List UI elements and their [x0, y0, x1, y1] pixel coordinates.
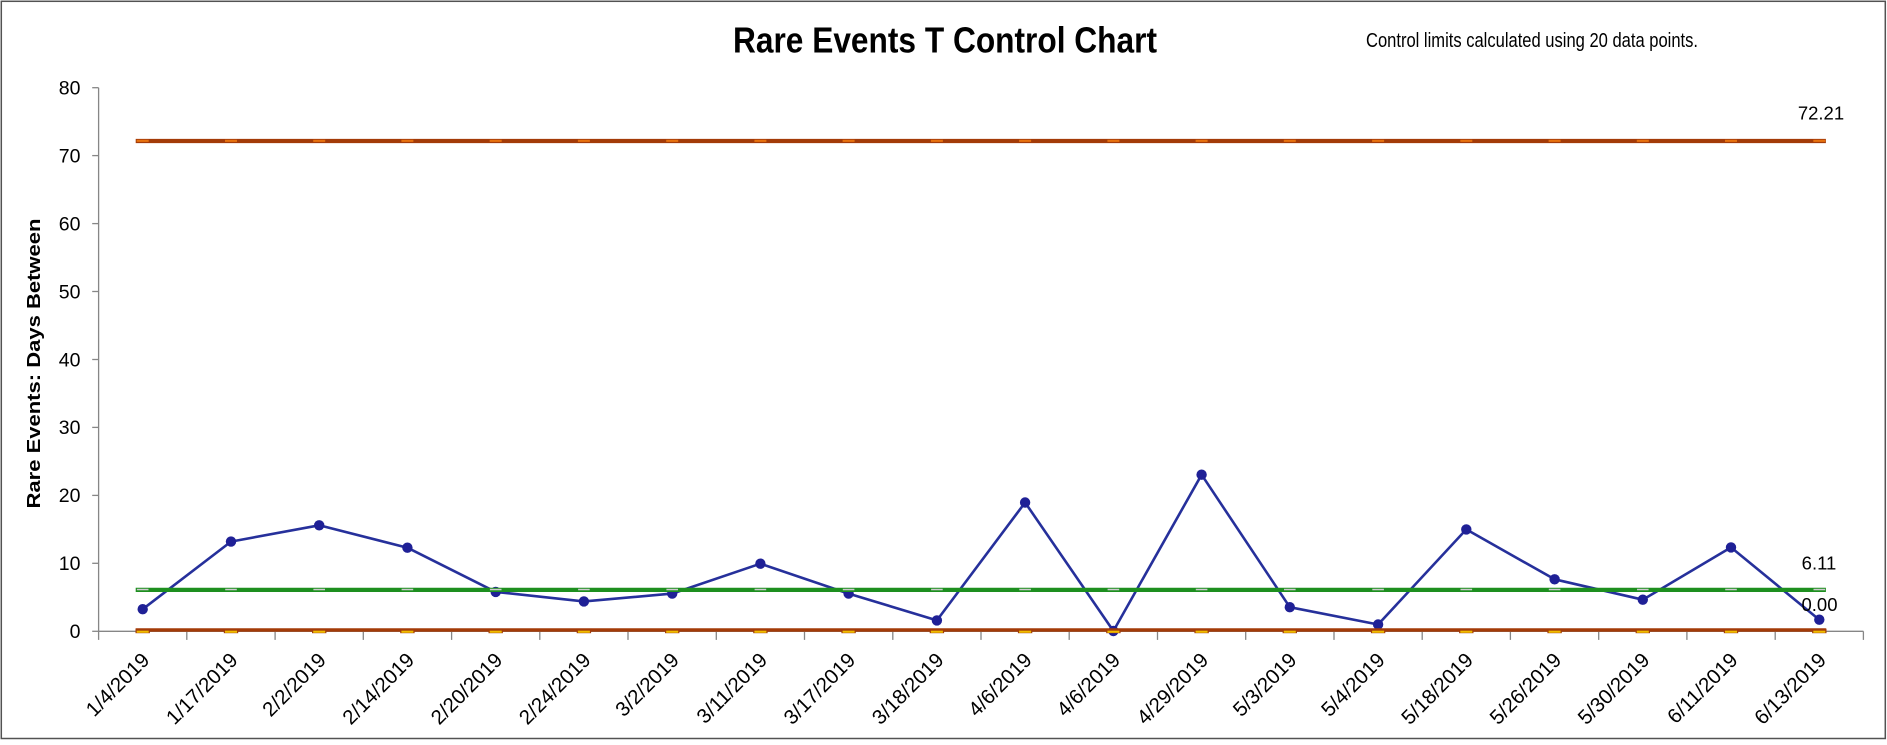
svg-text:6.11: 6.11: [1802, 553, 1837, 574]
svg-text:0: 0: [70, 621, 81, 643]
svg-text:Control limits calculated usin: Control limits calculated using 20 data …: [1366, 29, 1698, 52]
svg-text:72.21: 72.21: [1798, 103, 1844, 124]
svg-text:30: 30: [59, 417, 81, 439]
svg-text:70: 70: [59, 145, 81, 167]
svg-text:80: 80: [59, 78, 81, 100]
svg-text:20: 20: [59, 485, 81, 507]
svg-text:Rare Events: Days Between: Rare Events: Days Between: [23, 219, 44, 509]
svg-text:50: 50: [59, 281, 81, 303]
svg-text:40: 40: [59, 349, 81, 371]
svg-text:10: 10: [59, 553, 81, 575]
svg-text:Rare Events T Control Chart: Rare Events T Control Chart: [733, 20, 1157, 61]
svg-text:60: 60: [59, 213, 81, 235]
svg-text:0.00: 0.00: [1801, 594, 1837, 615]
